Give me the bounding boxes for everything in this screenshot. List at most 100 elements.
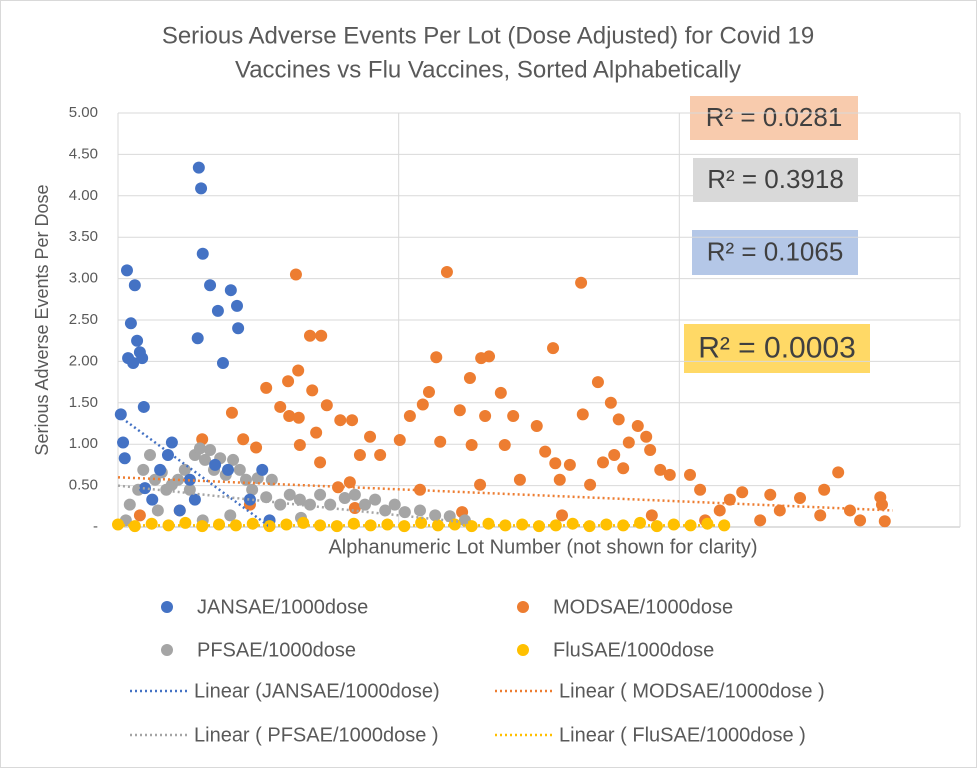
data-point	[209, 458, 222, 471]
data-point	[165, 436, 178, 449]
data-point	[229, 519, 242, 532]
data-point	[161, 448, 174, 461]
legend-label: Linear ( PFSAE/1000dose )	[194, 724, 439, 746]
data-point	[124, 317, 137, 330]
data-point	[422, 386, 435, 399]
data-point	[498, 439, 511, 452]
y-tick-label: 3.50	[69, 228, 98, 245]
data-point	[507, 410, 520, 423]
data-point	[434, 435, 447, 448]
data-point	[280, 518, 293, 531]
data-point	[303, 329, 316, 342]
legend-label: Linear ( MODSAE/1000dose )	[559, 680, 825, 702]
annotation-text: R² = 0.0003	[698, 331, 856, 364]
data-point	[118, 452, 131, 465]
data-point	[297, 516, 310, 529]
data-point	[794, 492, 807, 505]
data-point	[453, 404, 466, 417]
data-point	[415, 516, 428, 529]
data-point	[566, 517, 579, 530]
data-point	[283, 488, 296, 501]
legend-label: Linear (JANSAE/1000dose)	[194, 680, 440, 702]
annotation-box	[693, 158, 858, 202]
y-tick-label: 1.00	[69, 435, 98, 452]
data-point	[530, 419, 543, 432]
data-point	[431, 519, 444, 532]
data-point	[233, 463, 246, 476]
chart-title: Vaccines vs Flu Vaccines, Sorted Alphabe…	[235, 56, 741, 83]
data-point	[631, 419, 644, 432]
data-point	[232, 322, 245, 335]
data-point	[854, 514, 867, 527]
data-point	[347, 517, 360, 530]
data-point	[694, 483, 707, 496]
data-point	[227, 453, 240, 466]
data-point	[282, 375, 295, 388]
data-point	[137, 463, 150, 476]
data-point	[131, 334, 144, 347]
data-point	[645, 509, 658, 522]
data-point	[239, 473, 252, 486]
legend-label: PFSAE/1000dose	[197, 639, 356, 661]
data-point	[549, 457, 562, 470]
y-tick-label: 4.00	[69, 187, 98, 204]
y-tick-label: 3.00	[69, 270, 98, 287]
data-point	[145, 517, 158, 530]
data-point	[683, 468, 696, 481]
data-point	[292, 411, 305, 424]
data-point	[314, 456, 327, 469]
data-point	[843, 504, 856, 517]
y-tick-label: 4.50	[69, 145, 98, 162]
legend-marker	[161, 601, 173, 613]
annotation-box	[684, 324, 870, 373]
data-point	[128, 279, 141, 292]
data-point	[334, 414, 347, 427]
data-point	[114, 408, 127, 421]
data-point	[556, 509, 569, 522]
data-point	[146, 493, 159, 506]
legend-marker	[161, 644, 173, 656]
data-point	[216, 357, 229, 370]
data-point	[123, 498, 136, 511]
y-tick-label: 2.00	[69, 352, 98, 369]
data-point	[754, 514, 767, 527]
data-point	[154, 463, 167, 476]
data-point	[364, 430, 377, 443]
data-point	[237, 433, 250, 446]
data-point	[314, 519, 327, 532]
data-point	[192, 161, 205, 174]
data-point	[393, 434, 406, 447]
data-point	[306, 384, 319, 397]
data-point	[315, 329, 328, 342]
data-point	[225, 406, 238, 419]
data-point	[465, 439, 478, 452]
data-point	[516, 518, 529, 531]
data-point	[199, 453, 212, 466]
data-point	[764, 488, 777, 501]
legend-label: Linear ( FluSAE/1000dose )	[559, 724, 806, 746]
data-point	[324, 498, 337, 511]
data-point	[136, 352, 149, 365]
data-point	[195, 182, 208, 195]
data-point	[256, 463, 269, 476]
data-point	[143, 448, 156, 461]
data-point	[553, 473, 566, 486]
data-point	[617, 462, 630, 475]
data-point	[196, 433, 209, 446]
data-point	[250, 441, 263, 454]
trendline	[117, 484, 471, 525]
data-point	[563, 458, 576, 471]
data-point	[608, 448, 621, 461]
data-point	[814, 509, 827, 522]
data-point	[634, 516, 647, 529]
data-point	[604, 396, 617, 409]
legend-label: JANSAE/1000dose	[197, 596, 368, 618]
data-point	[482, 517, 495, 530]
data-point	[211, 304, 224, 317]
data-point	[224, 284, 237, 297]
data-point	[713, 504, 726, 517]
annotation-text: R² = 0.0281	[706, 102, 843, 132]
data-point	[547, 342, 560, 355]
data-point	[265, 473, 278, 486]
y-tick-label: 2.50	[69, 311, 98, 328]
